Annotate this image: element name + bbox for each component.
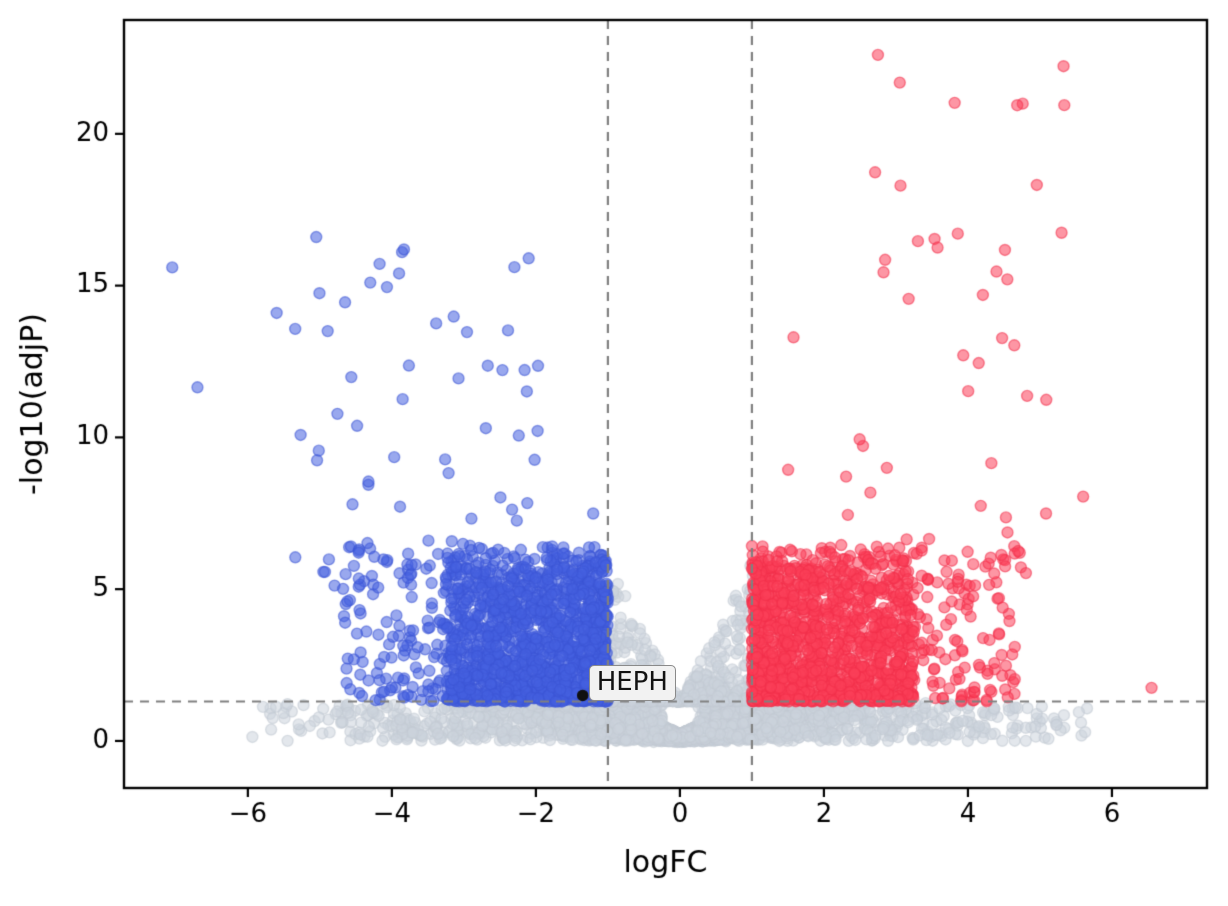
- gene-annotation-label: HEPH: [588, 665, 676, 702]
